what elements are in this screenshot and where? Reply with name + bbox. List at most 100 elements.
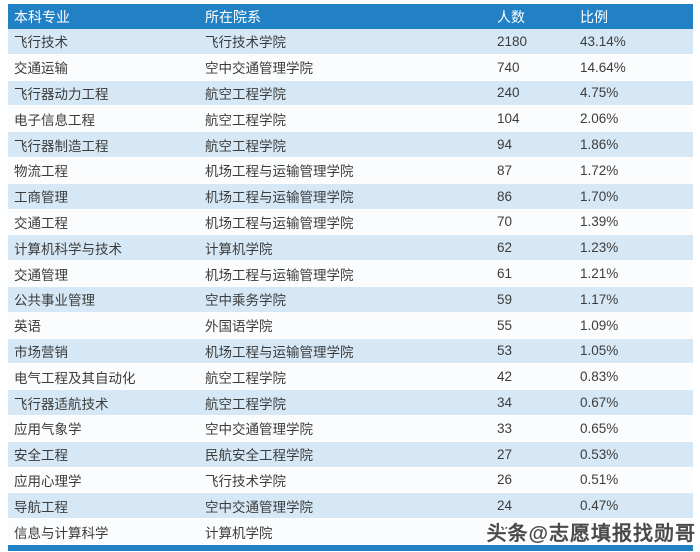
- count-cell: 24: [497, 498, 513, 514]
- college-cell: 计算机学院: [205, 525, 273, 541]
- major-cell: 市场营销: [14, 344, 68, 360]
- percent-cell: 1.21%: [580, 266, 619, 282]
- table-row: 信息与计算科学 计算机学院 22 0.44%: [8, 519, 693, 545]
- header-percent: 比例: [580, 8, 608, 25]
- table-row: 飞行技术 飞行技术学院 2180 43.14%: [8, 29, 693, 55]
- count-cell: 94: [497, 137, 513, 153]
- college-cell: 航空工程学院: [205, 370, 286, 386]
- count-cell: 740: [497, 59, 520, 75]
- count-cell: 59: [497, 291, 513, 307]
- header-major: 本科专业: [14, 8, 70, 25]
- count-cell: 86: [497, 188, 513, 204]
- percent-cell: 0.44%: [580, 524, 619, 540]
- table-row: 导航工程 空中交通管理学院 24 0.47%: [8, 493, 693, 520]
- major-cell: 公共事业管理: [14, 293, 95, 309]
- major-cell: 飞行技术: [14, 35, 68, 51]
- count-cell: 61: [497, 266, 513, 282]
- count-cell: 240: [497, 85, 520, 101]
- table-body: 飞行技术 飞行技术学院 2180 43.14% 交通运输 空中交通管理学院 74…: [8, 29, 693, 545]
- table-row: 物流工程 机场工程与运输管理学院 87 1.72%: [8, 157, 693, 184]
- bottom-accent-bar: [8, 545, 693, 551]
- percent-cell: 1.05%: [580, 343, 619, 359]
- table-row: 公共事业管理 空中乘务学院 59 1.17%: [8, 286, 693, 313]
- percent-cell: 1.23%: [580, 240, 619, 256]
- percent-cell: 0.51%: [580, 472, 619, 488]
- count-cell: 104: [497, 111, 520, 127]
- major-cell: 英语: [14, 319, 41, 335]
- count-cell: 70: [497, 214, 513, 230]
- percent-cell: 1.17%: [580, 291, 619, 307]
- count-cell: 53: [497, 343, 513, 359]
- count-cell: 87: [497, 162, 513, 178]
- percent-cell: 14.64%: [580, 59, 626, 75]
- percent-cell: 0.53%: [580, 446, 619, 462]
- count-cell: 34: [497, 395, 513, 411]
- count-cell: 33: [497, 420, 513, 436]
- college-cell: 空中交通管理学院: [205, 61, 313, 77]
- count-cell: 22: [497, 524, 513, 540]
- percent-cell: 1.86%: [580, 137, 619, 153]
- count-cell: 55: [497, 317, 513, 333]
- major-cell: 飞行器动力工程: [14, 86, 109, 102]
- table-row: 飞行器制造工程 航空工程学院 94 1.86%: [8, 132, 693, 158]
- major-cell: 飞行器制造工程: [14, 138, 109, 154]
- header-count: 人数: [497, 8, 525, 25]
- major-cell: 应用气象学: [14, 422, 82, 438]
- major-cell: 电气工程及其自动化: [14, 370, 136, 386]
- major-cell: 工商管理: [14, 190, 68, 206]
- table-row: 市场营销 机场工程与运输管理学院 53 1.05%: [8, 338, 693, 365]
- percent-cell: 43.14%: [580, 33, 626, 49]
- count-cell: 2180: [497, 33, 528, 49]
- college-cell: 空中交通管理学院: [205, 422, 313, 438]
- percent-cell: 0.47%: [580, 498, 619, 514]
- table-row: 电气工程及其自动化 航空工程学院 42 0.83%: [8, 364, 693, 391]
- count-cell: 62: [497, 240, 513, 256]
- college-cell: 航空工程学院: [205, 112, 286, 128]
- table-row: 飞行器动力工程 航空工程学院 240 4.75%: [8, 80, 693, 107]
- percent-cell: 2.06%: [580, 111, 619, 127]
- table-row: 电子信息工程 航空工程学院 104 2.06%: [8, 106, 693, 133]
- percent-cell: 1.72%: [580, 162, 619, 178]
- college-cell: 外国语学院: [205, 319, 273, 335]
- college-cell: 机场工程与运输管理学院: [205, 164, 354, 180]
- college-cell: 航空工程学院: [205, 396, 286, 412]
- college-cell: 计算机学院: [205, 241, 273, 257]
- table-row: 交通运输 空中交通管理学院 740 14.64%: [8, 54, 693, 81]
- table-header-row: 本科专业 所在院系 人数 比例: [8, 4, 693, 29]
- table-row: 飞行器适航技术 航空工程学院 34 0.67%: [8, 390, 693, 416]
- major-cell: 计算机科学与技术: [14, 241, 122, 257]
- count-cell: 42: [497, 369, 513, 385]
- college-cell: 机场工程与运输管理学院: [205, 267, 354, 283]
- major-cell: 交通管理: [14, 267, 68, 283]
- percent-cell: 0.67%: [580, 395, 619, 411]
- major-cell: 交通运输: [14, 61, 68, 77]
- college-cell: 空中交通管理学院: [205, 499, 313, 515]
- enrollment-table: 本科专业 所在院系 人数 比例 飞行技术 飞行技术学院 2180 43.14% …: [8, 4, 693, 545]
- table-row: 英语 外国语学院 55 1.09%: [8, 312, 693, 339]
- table-row: 工商管理 机场工程与运输管理学院 86 1.70%: [8, 183, 693, 210]
- major-cell: 飞行器适航技术: [14, 396, 109, 412]
- college-cell: 机场工程与运输管理学院: [205, 190, 354, 206]
- table-row: 应用气象学 空中交通管理学院 33 0.65%: [8, 415, 693, 442]
- college-cell: 机场工程与运输管理学院: [205, 215, 354, 231]
- percent-cell: 0.65%: [580, 420, 619, 436]
- college-cell: 民航安全工程学院: [205, 448, 313, 464]
- table-row: 交通管理 机场工程与运输管理学院 61 1.21%: [8, 261, 693, 287]
- major-cell: 导航工程: [14, 499, 68, 515]
- major-cell: 信息与计算科学: [14, 525, 109, 541]
- percent-cell: 1.70%: [580, 188, 619, 204]
- percent-cell: 1.09%: [580, 317, 619, 333]
- college-cell: 航空工程学院: [205, 138, 286, 154]
- college-cell: 飞行技术学院: [205, 35, 286, 51]
- college-cell: 航空工程学院: [205, 86, 286, 102]
- table-row: 应用心理学 飞行技术学院 26 0.51%: [8, 467, 693, 494]
- major-cell: 电子信息工程: [14, 112, 95, 128]
- major-cell: 交通工程: [14, 215, 68, 231]
- count-cell: 26: [497, 472, 513, 488]
- table-row: 计算机科学与技术 计算机学院 62 1.23%: [8, 235, 693, 262]
- count-cell: 27: [497, 446, 513, 462]
- percent-cell: 0.83%: [580, 369, 619, 385]
- major-cell: 安全工程: [14, 448, 68, 464]
- header-college: 所在院系: [205, 8, 261, 25]
